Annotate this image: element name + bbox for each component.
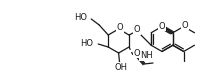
Text: OH: OH (114, 62, 127, 72)
Text: O: O (181, 20, 188, 30)
Text: O: O (134, 48, 140, 57)
Text: O: O (158, 22, 165, 31)
Text: HO: HO (74, 13, 87, 22)
Text: O: O (134, 25, 140, 34)
Text: NH: NH (140, 51, 153, 61)
Text: HO: HO (80, 39, 93, 47)
Text: O: O (116, 23, 123, 32)
